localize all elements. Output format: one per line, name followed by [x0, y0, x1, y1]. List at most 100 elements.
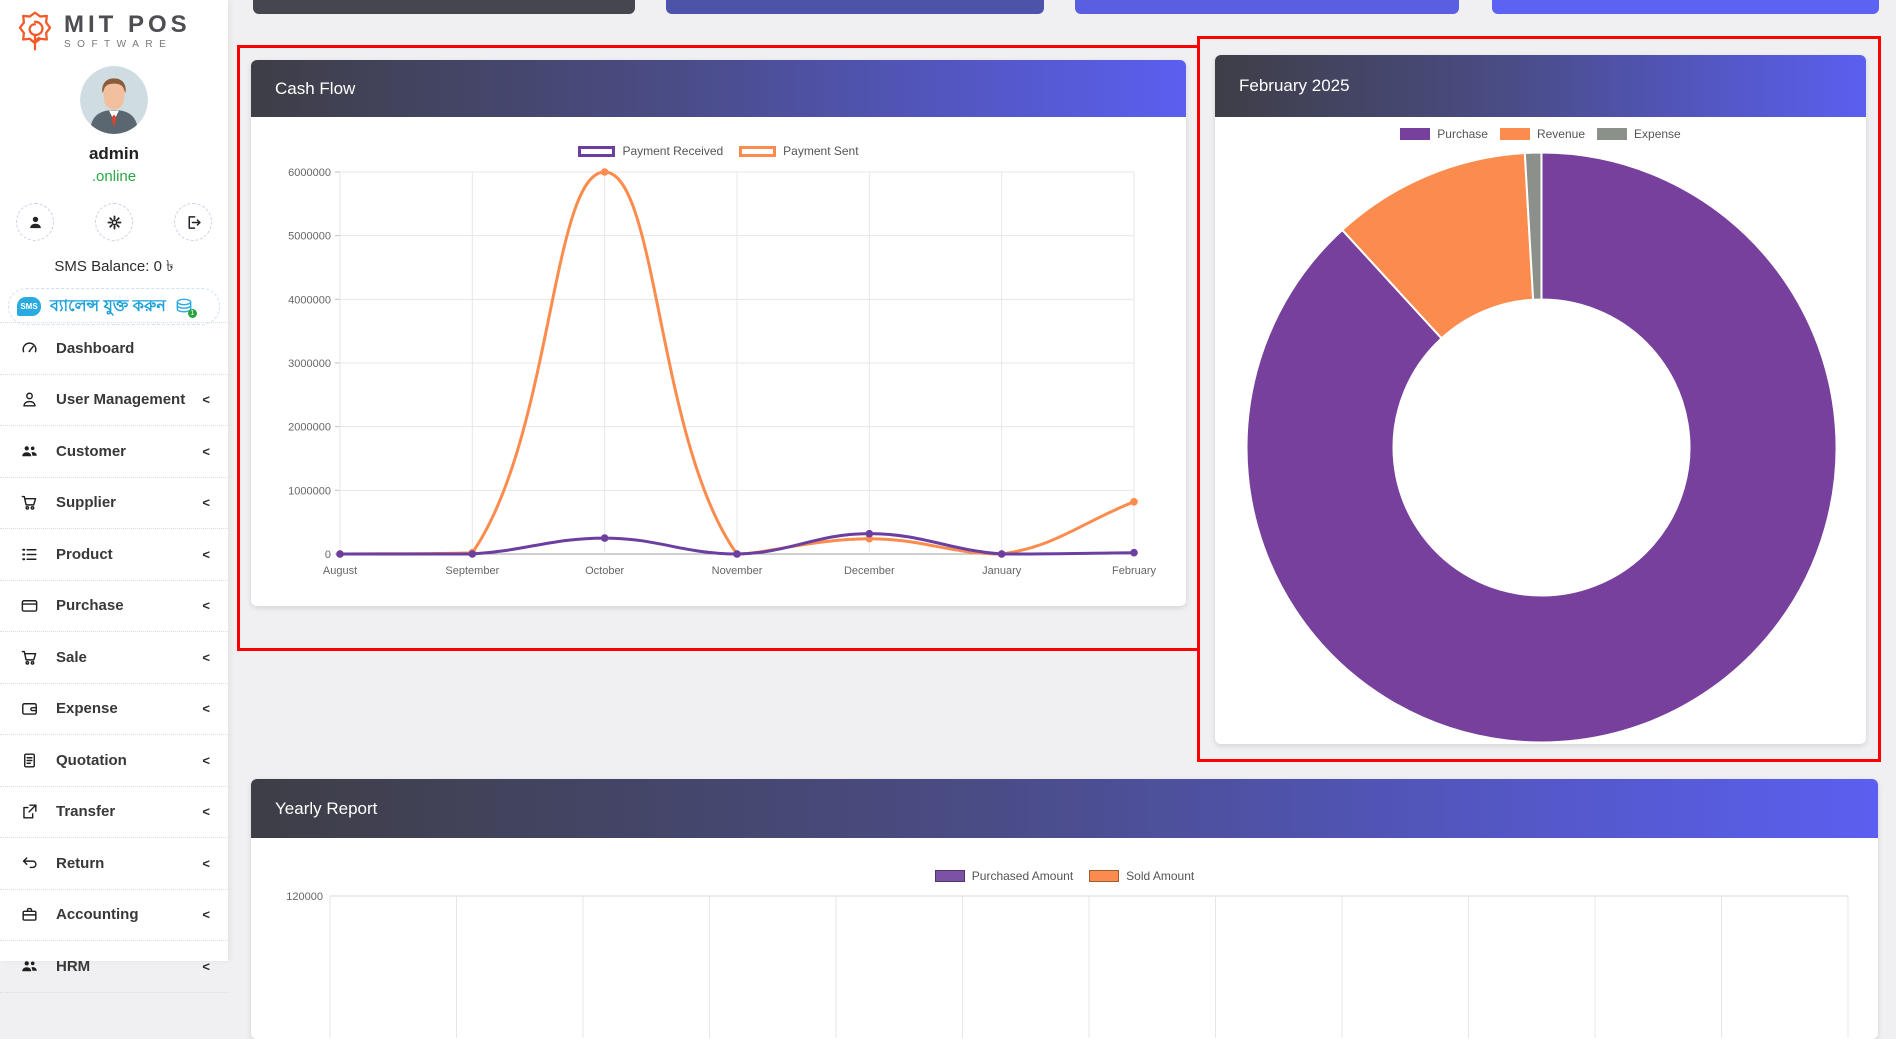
- legend-swatch: [1597, 128, 1627, 140]
- legend-item[interactable]: Purchase: [1400, 127, 1488, 141]
- sidebar-item-accounting[interactable]: Accounting <: [0, 890, 228, 942]
- logout-button[interactable]: [174, 203, 212, 241]
- sidebar-item-user-management[interactable]: User Management <: [0, 375, 228, 427]
- cash-flow-chart: 0 1000000 2000000 3000000 4000000 5000000 6000…: [251, 117, 1186, 606]
- chevron-left-icon: <: [202, 907, 210, 922]
- cart-icon: [20, 493, 39, 512]
- pie-header: February 2025: [1215, 55, 1866, 117]
- wallet-icon: [20, 699, 39, 718]
- chevron-left-icon: <: [202, 701, 210, 716]
- document-icon: [20, 751, 39, 770]
- cash-flow-title: Cash Flow: [275, 79, 355, 99]
- sidebar-item-customer[interactable]: Customer <: [0, 426, 228, 478]
- stat-card-partial-3: [1075, 0, 1459, 14]
- pie-card: February 2025 Purchase Revenue Expense: [1215, 55, 1866, 744]
- svg-text:0: 0: [325, 549, 331, 561]
- chevron-left-icon: <: [202, 856, 210, 871]
- sidebar-item-label: Product: [56, 546, 113, 563]
- svg-text:November: November: [712, 565, 763, 577]
- settings-button[interactable]: [95, 203, 133, 241]
- sidebar-item-supplier[interactable]: Supplier <: [0, 478, 228, 530]
- pie-legend: Purchase Revenue Expense: [1215, 127, 1866, 141]
- avatar[interactable]: [80, 66, 148, 134]
- chevron-left-icon: <: [202, 650, 210, 665]
- speedometer-icon: [20, 339, 39, 358]
- chevron-left-icon: <: [202, 392, 210, 407]
- sidebar-item-purchase[interactable]: Purchase<: [0, 581, 228, 633]
- cart-icon: [20, 648, 39, 667]
- sidebar-item-return[interactable]: Return <: [0, 838, 228, 890]
- chevron-left-icon: <: [202, 753, 210, 768]
- svg-text:September: September: [445, 565, 499, 577]
- stat-card-partial-4: [1492, 0, 1879, 14]
- svg-text:2000000: 2000000: [288, 422, 331, 434]
- svg-text:December: December: [844, 565, 895, 577]
- customers-icon: [20, 957, 39, 976]
- stat-card-partial-2: [666, 0, 1044, 14]
- gear-icon: [106, 214, 123, 231]
- credit-card-icon: [20, 596, 39, 615]
- chevron-left-icon: <: [202, 959, 210, 974]
- sidebar-item-label: Quotation: [56, 752, 127, 769]
- svg-text:1000000: 1000000: [288, 485, 331, 497]
- chevron-left-icon: <: [202, 495, 210, 510]
- profile-button[interactable]: [16, 203, 54, 241]
- user-name: admin: [0, 144, 228, 164]
- yearly-chart: 120000: [251, 838, 1878, 1038]
- legend-item[interactable]: Expense: [1597, 127, 1681, 141]
- brand-subtitle: SOFTWARE: [64, 39, 191, 50]
- sidebar-item-label: Dashboard: [56, 340, 134, 357]
- sidebar: MIT POS SOFTWARE admin .online: [0, 0, 228, 961]
- chevron-left-icon: <: [202, 444, 210, 459]
- svg-text:6000000: 6000000: [288, 167, 331, 179]
- sidebar-item-product[interactable]: Product <: [0, 529, 228, 581]
- sidebar-item-label: Transfer: [56, 803, 115, 820]
- svg-text:4000000: 4000000: [288, 294, 331, 306]
- sidebar-item-label: Purchase: [56, 597, 124, 614]
- yearly-header: Yearly Report: [251, 779, 1878, 838]
- person-icon: [27, 214, 44, 231]
- briefcase-icon: [20, 905, 39, 924]
- legend-label: Purchase: [1437, 127, 1488, 141]
- sidebar-item-label: Customer: [56, 443, 126, 460]
- legend-item[interactable]: Revenue: [1500, 127, 1585, 141]
- user-status: .online: [0, 168, 228, 185]
- sidebar-item-quotation[interactable]: Quotation <: [0, 735, 228, 787]
- svg-text:January: January: [982, 565, 1022, 577]
- sidebar-item-expense[interactable]: Expense <: [0, 684, 228, 736]
- svg-text:February: February: [1112, 565, 1157, 577]
- yearly-title: Yearly Report: [275, 799, 377, 819]
- add-balance-button[interactable]: SMS ব্যালেন্স যুক্ত করুন 1: [8, 288, 220, 325]
- user-icon: [20, 390, 39, 409]
- sign-out-icon: [185, 214, 202, 231]
- sidebar-item-dashboard[interactable]: Dashboard: [0, 323, 228, 375]
- sidebar-item-label: User Management: [56, 391, 185, 408]
- brand-name: MIT POS: [64, 13, 191, 37]
- svg-text:5000000: 5000000: [288, 231, 331, 243]
- sidebar-item-label: Accounting: [56, 906, 139, 923]
- sidebar-item-label: HRM: [56, 958, 90, 975]
- share-icon: [20, 802, 39, 821]
- coin-badge: 1: [188, 309, 197, 318]
- svg-text:3000000: 3000000: [288, 358, 331, 370]
- legend-swatch: [1400, 128, 1430, 140]
- sidebar-item-label: Supplier: [56, 494, 116, 511]
- sms-bubble-icon: SMS: [17, 297, 41, 316]
- list-icon: [20, 545, 39, 564]
- chevron-left-icon: <: [202, 547, 210, 562]
- sidebar-item-label: Expense: [56, 700, 118, 717]
- cash-flow-header: Cash Flow: [251, 60, 1186, 117]
- undo-icon: [20, 854, 39, 873]
- logo-tree-icon: [14, 8, 56, 54]
- sidebar-item-label: Return: [56, 855, 104, 872]
- chevron-left-icon: <: [202, 804, 210, 819]
- legend-label: Expense: [1634, 127, 1681, 141]
- stat-card-partial-1: [253, 0, 635, 14]
- sidebar-item-transfer[interactable]: Transfer <: [0, 787, 228, 839]
- sidebar-item-hrm[interactable]: HRM <: [0, 941, 228, 993]
- sidebar-item-sale[interactable]: Sale<: [0, 632, 228, 684]
- svg-text:October: October: [585, 565, 624, 577]
